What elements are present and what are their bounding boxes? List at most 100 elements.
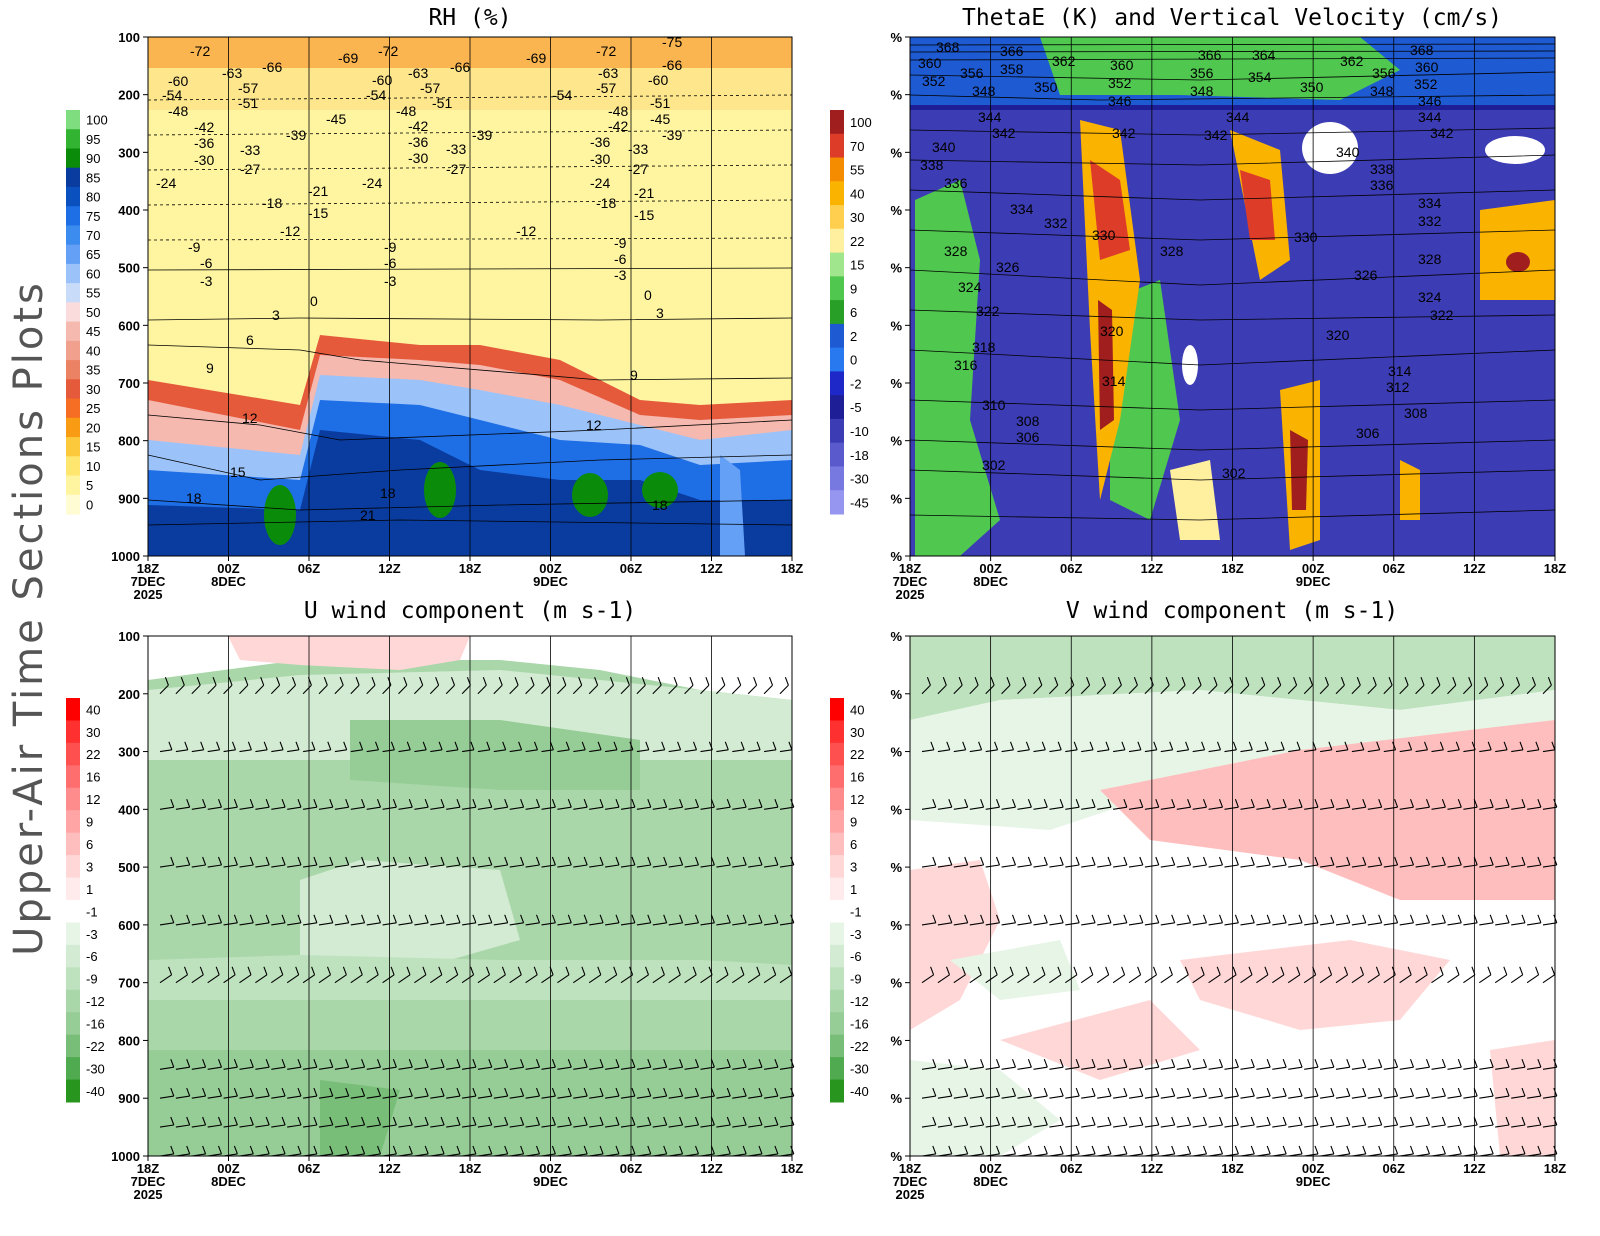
thetae-contour-labels: 368 368 366 366 364 362 362 360 360 360 … [918,39,1454,481]
thetae-fill-red-a [1098,300,1114,430]
thetae-contour-label: 350 [1034,79,1058,95]
thetae-fill-orange-a [1090,160,1130,260]
wind-barb [921,799,937,810]
wind-barb [398,799,413,810]
thetae-contour-label: 306 [1016,429,1040,445]
wind-barb [588,677,599,695]
wind-barb [1033,856,1048,868]
wind-barb [1272,914,1287,926]
wind-barb [477,1059,493,1070]
rh-contour-label: -6 [614,251,627,267]
wind-barb [462,1087,477,1099]
wind-barb [557,914,572,926]
uwind-fill-jet [350,720,640,790]
wind-barb [1128,914,1144,926]
rh-contour-label: -42 [194,119,214,135]
x-date-label: 8DEC [973,574,1008,589]
wind-barb [398,914,413,926]
rh-contour-label: 21 [360,507,376,523]
colorbar-swatch [66,283,80,303]
wind-barb [652,677,662,695]
wind-barb [1065,1087,1080,1099]
wind-barb [541,677,551,695]
wind-barb [1431,1087,1446,1099]
colorbar-swatch [66,1079,80,1103]
colorbar-swatch [830,418,844,444]
wind-barb [589,799,604,810]
colorbar-label: 3 [86,859,93,874]
x-tick-label: 12Z [378,1161,400,1176]
rh-contour-label: -9 [188,239,201,255]
wind-barb [1224,856,1239,868]
colorbar-swatch [830,490,844,515]
wind-barb [430,856,445,868]
wind-barb [985,856,1001,868]
wind-barb [207,741,221,753]
wind-barb [414,1116,429,1128]
wind-barb [541,1087,556,1099]
wind-barb [334,677,344,695]
thetae-contour-label: 364 [1252,47,1276,63]
thetae-contour-line [909,399,1556,411]
colorbar-label: 85 [86,170,100,185]
wind-barb [1495,741,1508,753]
wind-barb [620,914,636,926]
colorbar-swatch [830,133,844,159]
thetae-contour-label: 328 [944,243,968,259]
x-tick-label: 00Z [217,1161,239,1176]
wind-barb [636,799,652,810]
wind-barb [1033,741,1046,753]
wind-barb [1256,799,1271,810]
rh-contour-label: -24 [590,175,610,191]
wind-barb [1494,677,1505,695]
wind-barb [1208,741,1222,753]
wind-barb [191,1116,207,1128]
colorbar-label: 1 [850,882,857,897]
colorbar-swatch [66,206,80,226]
wind-barb [223,799,238,810]
wind-barb [636,856,652,868]
wind-barb [1192,1116,1208,1128]
colorbar-label: 40 [850,186,864,201]
thetae-contour-label: 322 [976,303,1000,319]
colorbar-swatch [66,340,80,361]
wind-barb [573,914,588,926]
wind-barb [1097,1087,1112,1099]
wind-barb [1526,677,1536,695]
wind-barb [1160,914,1176,926]
wind-barb [175,1116,191,1128]
colorbar-swatch [66,967,80,991]
x-date-label: 7DEC [131,574,166,589]
wind-barb [493,677,503,695]
wind-barb [287,856,302,868]
colorbar-swatch [66,302,80,323]
wind-barb [684,799,700,810]
wind-barb [1160,799,1176,810]
wind-barb [1240,741,1253,753]
wind-barb [1304,1116,1319,1128]
colorbar-label: -16 [86,1017,105,1032]
colorbar-swatch [830,1012,844,1036]
wind-barb [732,741,745,753]
wind-barb [175,799,191,810]
wind-barb [334,966,347,984]
wind-barb [1527,856,1542,868]
colorbar-label: -5 [850,400,862,415]
thetae-contour-label: 314 [1388,363,1412,379]
rh-contour-label: -42 [608,118,628,134]
rh-contour-label: -12 [280,223,300,239]
colorbar-swatch [66,186,80,207]
wind-barb [1113,799,1128,810]
wind-barb [271,1087,286,1099]
wind-barb [1527,1087,1542,1099]
wind-barb [985,966,998,984]
wind-barb [937,856,953,868]
thetae-contour-label: 358 [1000,61,1024,77]
colorbar-label: 55 [850,163,864,178]
rh-contour-label: -39 [662,127,682,143]
wind-barb [1160,741,1174,753]
thetae-contour-label: 326 [1354,267,1378,283]
wind-barb [1527,799,1542,810]
wind-barb [1272,856,1287,868]
